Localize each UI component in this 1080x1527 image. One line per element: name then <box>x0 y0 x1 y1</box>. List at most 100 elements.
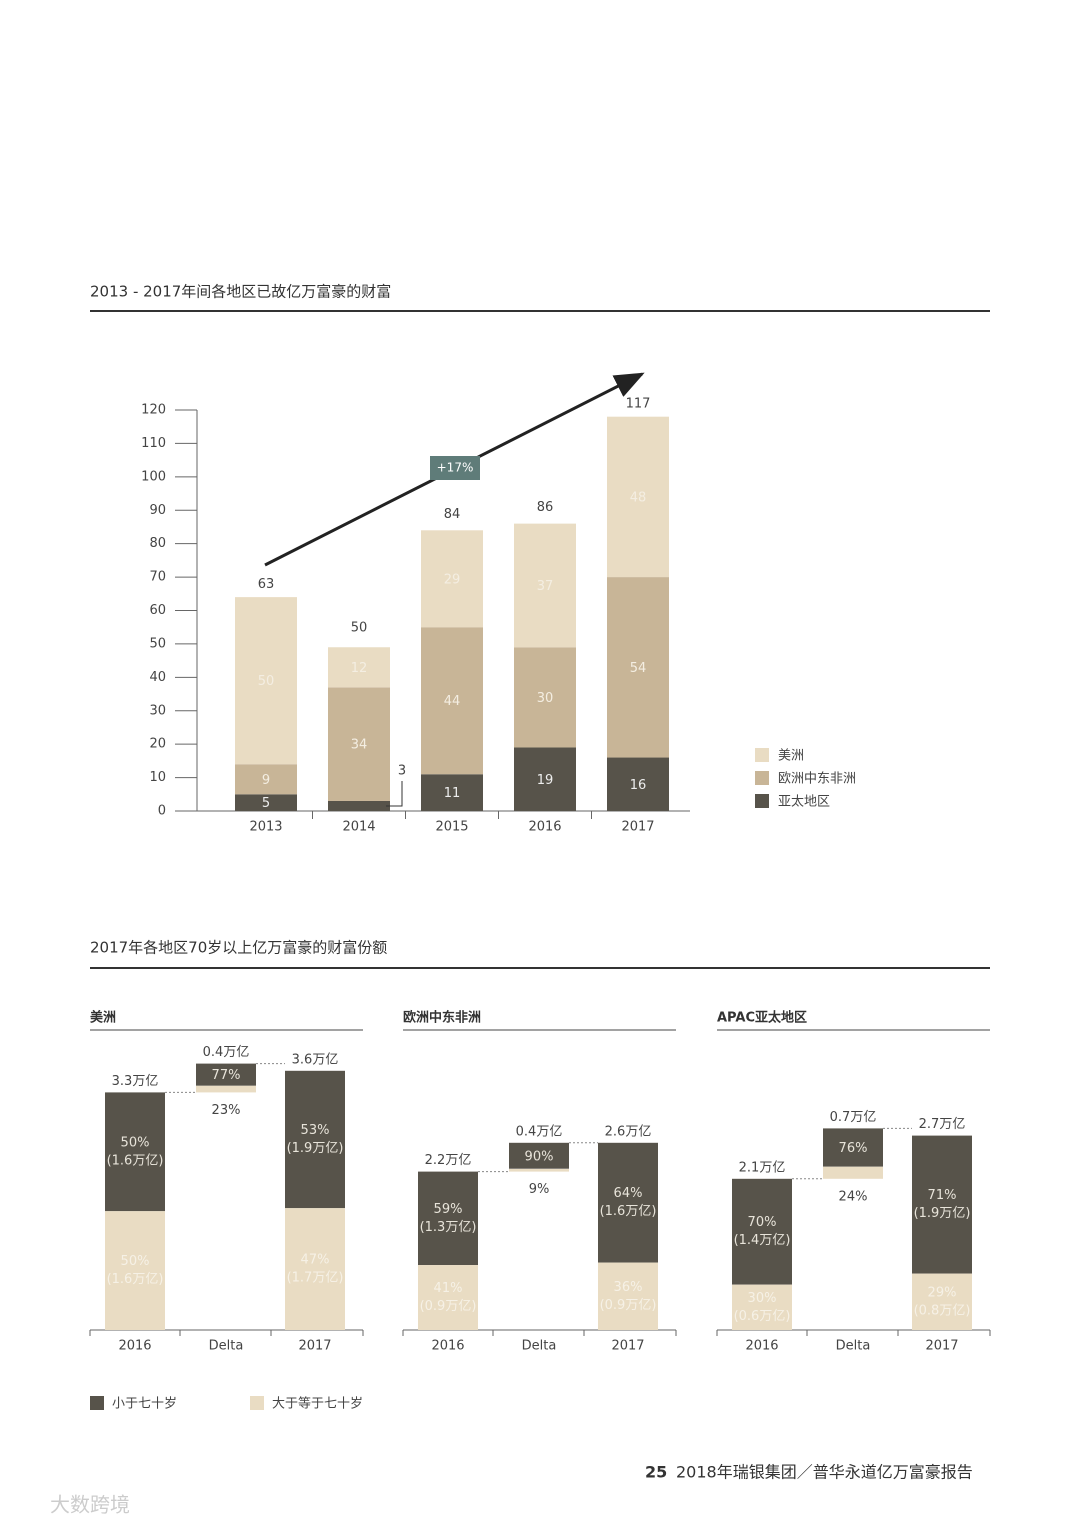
bar-segment <box>418 1171 478 1266</box>
total-label: 63 <box>258 577 275 592</box>
panel-title: APAC亚太地区 <box>717 1010 807 1026</box>
x-tick-label: 2017 <box>611 1339 644 1354</box>
share-label: 70% <box>748 1215 777 1230</box>
bar-segment <box>328 800 390 811</box>
watermark: 大数跨境 <box>50 1493 130 1517</box>
total-label: 2.1万亿 <box>739 1160 786 1175</box>
share-label: 50% <box>121 1135 150 1150</box>
y-tick-label: 30 <box>149 703 166 718</box>
total-label: 50 <box>351 620 368 635</box>
legend-label: 美洲 <box>778 749 804 764</box>
x-tick-label: 2014 <box>342 820 375 835</box>
segment-label: 44 <box>444 694 461 709</box>
legend-label: 亚太地区 <box>778 795 830 810</box>
share-label: 76% <box>839 1141 868 1156</box>
bar-segment <box>514 523 576 648</box>
bar-segment <box>509 1142 569 1169</box>
legend-swatch <box>755 748 769 762</box>
bar-segment <box>509 1169 569 1172</box>
panel-title: 美洲 <box>90 1010 116 1026</box>
bar-segment <box>823 1166 883 1179</box>
share-label: 90% <box>525 1149 554 1164</box>
amount-label: (1.9万亿) <box>287 1141 344 1156</box>
amount-label: (1.3万亿) <box>420 1220 477 1235</box>
segment-label: 5 <box>262 796 270 811</box>
share-label: 71% <box>928 1188 957 1203</box>
segment-label: 3 <box>398 763 406 778</box>
bar-segment <box>235 597 297 765</box>
page-number: 25 <box>645 1463 667 1482</box>
share-label: 9% <box>529 1182 550 1197</box>
bar-segment <box>105 1092 165 1212</box>
bar-segment <box>235 794 297 811</box>
bar-segment <box>418 1265 478 1330</box>
bar-segment <box>328 687 390 801</box>
segment-label: 54 <box>630 661 647 676</box>
legend-swatch <box>90 1396 104 1410</box>
bar-segment <box>607 577 669 758</box>
amount-label: (0.9万亿) <box>420 1299 477 1314</box>
bar-segment <box>421 530 483 628</box>
annotation-box <box>430 456 480 480</box>
total-label: 2.7万亿 <box>919 1117 966 1132</box>
y-tick-label: 90 <box>149 503 166 518</box>
total-label: 0.4万亿 <box>516 1124 563 1139</box>
bar-segment <box>514 647 576 748</box>
share-label: 30% <box>748 1291 777 1306</box>
y-tick-label: 110 <box>141 436 166 451</box>
segment-label: 37 <box>537 579 554 594</box>
bar-segment <box>328 647 390 688</box>
bar-segment <box>732 1178 792 1285</box>
bar-segment <box>607 757 669 811</box>
y-tick-label: 60 <box>149 603 166 618</box>
share-label: 36% <box>614 1280 643 1295</box>
total-label: 3.3万亿 <box>112 1074 159 1089</box>
legend-swatch <box>755 794 769 808</box>
bar-segment <box>196 1085 256 1093</box>
amount-label: (1.6万亿) <box>107 1272 164 1287</box>
x-tick-label: 2016 <box>745 1339 778 1354</box>
total-label: 0.4万亿 <box>203 1045 250 1060</box>
x-tick-label: 2015 <box>435 820 468 835</box>
segment-label: 34 <box>351 738 368 753</box>
bar-segment <box>823 1128 883 1167</box>
bar-segment <box>235 764 297 795</box>
y-tick-label: 50 <box>149 636 166 651</box>
share-label: 50% <box>121 1254 150 1269</box>
bar-segment <box>912 1273 972 1330</box>
bar-segment <box>105 1211 165 1330</box>
x-tick-label: Delta <box>836 1339 871 1354</box>
segment-label: 19 <box>537 773 554 788</box>
amount-label: (1.6万亿) <box>107 1153 164 1168</box>
y-tick-label: 40 <box>149 670 166 685</box>
y-tick-label: 20 <box>149 737 166 752</box>
bar-segment <box>421 774 483 811</box>
segment-label: 50 <box>258 674 275 689</box>
panel-title: 欧洲中东非洲 <box>403 1010 481 1026</box>
amount-label: (1.7万亿) <box>287 1271 344 1286</box>
legend-swatch <box>250 1396 264 1410</box>
segment-label: 29 <box>444 572 461 587</box>
y-tick-label: 100 <box>141 469 166 484</box>
amount-label: (1.6万亿) <box>600 1204 657 1219</box>
legend-label: 大于等于七十岁 <box>272 1396 363 1412</box>
legend-label: 小于七十岁 <box>112 1397 177 1412</box>
x-tick-label: 2016 <box>118 1339 151 1354</box>
total-label: 0.7万亿 <box>830 1110 877 1125</box>
amount-label: (1.4万亿) <box>734 1233 791 1248</box>
leader-line <box>386 780 403 807</box>
segment-label: 12 <box>351 661 368 676</box>
y-tick-label: 120 <box>141 403 166 418</box>
share-label: 53% <box>301 1123 330 1138</box>
bar-segment <box>732 1284 792 1330</box>
amount-label: (1.9万亿) <box>914 1206 971 1221</box>
bar-segment <box>421 627 483 775</box>
annotation: +17% <box>437 461 474 475</box>
bar-segment <box>196 1063 256 1086</box>
x-tick-label: 2017 <box>298 1339 331 1354</box>
segment-label: 16 <box>630 778 647 793</box>
bar-segment <box>912 1135 972 1274</box>
total-label: 86 <box>537 500 554 515</box>
x-tick-label: Delta <box>209 1339 244 1354</box>
